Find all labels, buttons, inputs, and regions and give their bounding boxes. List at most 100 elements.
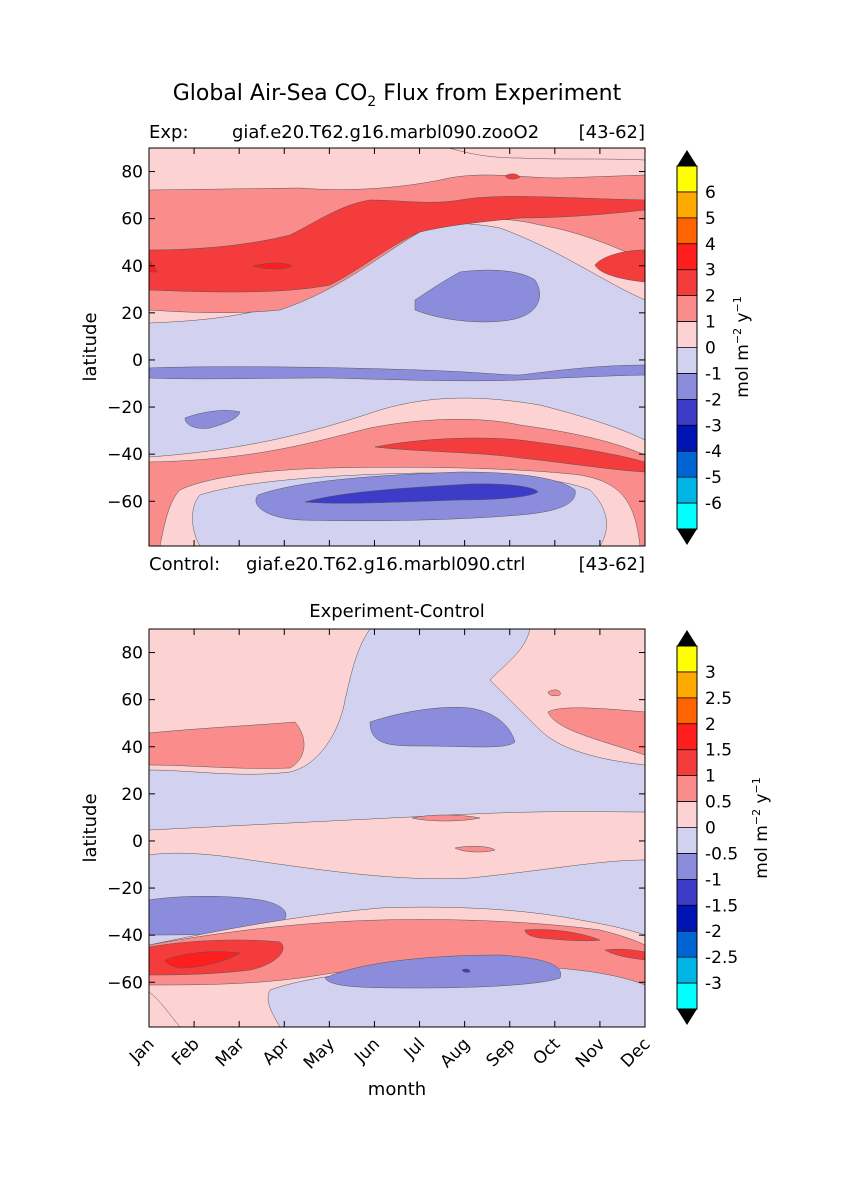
experiment-colorbar: -6 -5 -4 -3 -2 -1 0 1 2 3 4 5 6 (676, 150, 722, 545)
colorbar-tick-label: 0 (705, 819, 716, 839)
ctrl-label: Control: (149, 554, 220, 575)
y-tick-label: −60 (107, 492, 143, 512)
y-tick-label: −60 (107, 973, 143, 993)
colorbar-tick-label: 0 (705, 339, 716, 359)
contour-band-2-3 (374, 437, 645, 473)
x-tick-label: Feb (168, 1034, 203, 1069)
colorbar-bin (677, 399, 697, 426)
difference-contours (149, 629, 645, 1027)
colorbar-tick-label: 2.5 (705, 689, 732, 709)
x-tick-label: Oct (529, 1034, 564, 1069)
y-tick-label: 20 (121, 304, 143, 324)
x-tick-label: Sep (482, 1034, 519, 1071)
colorbar-tick-label: -0.5 (705, 844, 738, 864)
colorbar-extend-bottom (677, 529, 697, 545)
colorbar-bin (677, 646, 697, 672)
x-axis-label: month (368, 1079, 426, 1100)
difference-panel: 80 60 40 20 0 −20 −40 −60 Jan Feb Mar Apr May Jun Jul… (80, 628, 655, 1100)
contour-band-neg1-neg15 (461, 968, 471, 973)
y-tick-label: 60 (121, 691, 143, 711)
colorbar-bin (677, 269, 697, 296)
contour-band-neg1-neg2 (414, 269, 540, 323)
colorbar-tick-label: 3 (705, 663, 716, 683)
contour-band-neg05-neg1 (324, 954, 561, 989)
colorbar-bin (677, 166, 697, 192)
colorbar-tick-label: 5 (705, 209, 716, 229)
contour-band-0-05 (149, 991, 181, 1027)
colorbar-tick-label: -2 (705, 922, 722, 942)
contour-band-05-1 (547, 707, 645, 756)
colorbar-bin (677, 827, 697, 854)
x-tick-label: Aug (437, 1034, 475, 1072)
colorbar-tick-label: -3 (705, 416, 722, 436)
colorbar-tick-label: -4 (705, 442, 722, 462)
x-tick-label: Jul (400, 1034, 429, 1063)
contour-band-3-4 (252, 262, 293, 270)
contour-band-2-3 (594, 249, 645, 283)
colorbar-extend-top (677, 630, 697, 646)
contour-band-05-1 (454, 846, 496, 853)
contour-band-neg1-neg2 (184, 410, 241, 429)
exp-years: [43-62] (579, 122, 645, 143)
colorbar-bin (677, 983, 697, 1009)
contour-band-05-1 (149, 721, 305, 769)
experiment-contours (149, 148, 645, 546)
y-tick-label: −20 (107, 398, 143, 418)
y-tick-label: −40 (107, 926, 143, 946)
colorbar-bin (677, 775, 697, 802)
difference-y-ticks: 80 60 40 20 0 −20 −40 −60 (107, 644, 645, 993)
colorbar-bin (677, 697, 697, 724)
contour-band-0-05 (149, 811, 645, 880)
experiment-colorbar-unit: mol m−2 y−1 (731, 296, 753, 398)
exp-label: Exp: (149, 122, 189, 143)
y-tick-label: 60 (121, 210, 143, 230)
experiment-y-ticks: 80 60 40 20 0 −20 −40 −60 (107, 148, 646, 546)
y-tick-label: 0 (132, 832, 143, 852)
ctrl-name: giaf.e20.T62.g16.marbl090.ctrl (246, 554, 525, 575)
colorbar-tick-label: -3 (705, 974, 722, 994)
y-tick-label: 20 (121, 785, 143, 805)
colorbar-tick-label: 6 (705, 183, 716, 203)
colorbar-bin (677, 425, 697, 452)
colorbar-extend-top (677, 150, 697, 166)
colorbar-extend-bottom (677, 1009, 697, 1025)
difference-colorbar-unit: mol m−2 y−1 (750, 777, 772, 879)
experiment-axes-frame (148, 147, 646, 547)
contour-band-05-1 (547, 689, 561, 697)
difference-y-label: latitude (80, 793, 101, 862)
colorbar-bin (677, 243, 697, 270)
y-tick-label: 0 (132, 351, 143, 371)
colorbar-bin (677, 373, 697, 400)
difference-colorbar: -3 -2.5 -2 -1.5 -1 -0.5 0 0.5 1 1.5 2 2.5 3 (676, 630, 738, 1025)
colorbar-bin (677, 853, 697, 880)
contour-band-15-2 (164, 951, 241, 969)
difference-axes-frame (148, 628, 646, 1028)
experiment-panel: 80 60 40 20 0 −20 −40 −60 latitude (80, 147, 646, 547)
x-tick-label: Apr (259, 1034, 294, 1069)
colorbar-bin (677, 749, 697, 776)
colorbar-tick-label: 4 (705, 235, 716, 255)
colorbar-bin (677, 723, 697, 750)
x-tick-label: May (300, 1034, 339, 1073)
colorbar-bin (677, 191, 697, 218)
colorbar-tick-label: -1 (705, 364, 722, 384)
y-tick-label: 40 (121, 257, 143, 277)
y-tick-label: −40 (107, 445, 143, 465)
colorbar-bin (677, 295, 697, 322)
contour-band-neg2-neg3 (304, 483, 539, 504)
colorbar-tick-label: -1 (705, 870, 722, 890)
colorbar-tick-label: 1 (705, 313, 716, 333)
y-tick-label: 80 (121, 644, 143, 664)
colorbar-bin (677, 347, 697, 374)
colorbar-bin (677, 801, 697, 828)
contour-band-1-15 (604, 948, 645, 961)
colorbar-bin (677, 451, 697, 478)
x-tick-label: Nov (572, 1034, 610, 1072)
colorbar-tick-label: -2.5 (705, 948, 738, 968)
colorbar-tick-label: -1.5 (705, 896, 738, 916)
ctrl-years: [43-62] (579, 554, 645, 575)
colorbar-bin (677, 905, 697, 932)
exp-name: giaf.e20.T62.g16.marbl090.zooO2 (232, 122, 539, 143)
contour-band-2-3 (504, 173, 521, 180)
